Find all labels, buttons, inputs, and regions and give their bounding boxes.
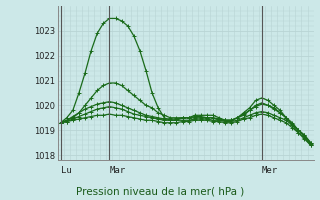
Text: Mar: Mar — [109, 166, 125, 175]
Text: Lu: Lu — [61, 166, 71, 175]
Text: Pression niveau de la mer( hPa ): Pression niveau de la mer( hPa ) — [76, 186, 244, 196]
Text: Mer: Mer — [262, 166, 278, 175]
